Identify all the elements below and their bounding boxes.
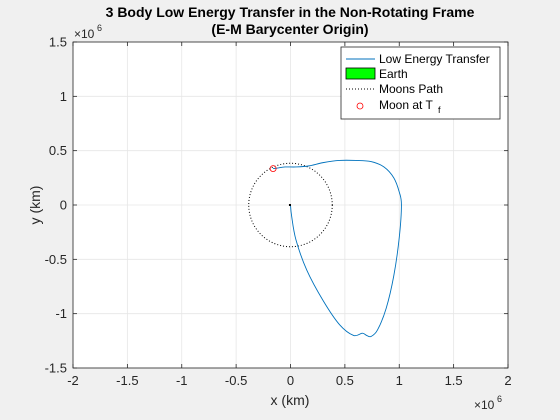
y-exponent: ×10 6 <box>74 23 102 41</box>
y-tick-label: -1.5 <box>45 361 67 376</box>
y-axis-label: y (km) <box>27 186 43 225</box>
y-exponent-power: 6 <box>97 23 102 33</box>
legend-moon-label: Moon at T <box>379 98 433 112</box>
legend-earth-swatch <box>345 67 376 80</box>
y-tick-label: 1 <box>60 89 67 104</box>
legend-earth-label: Earth <box>379 67 408 81</box>
moons-path-series <box>248 162 333 248</box>
x-exponent-power: 6 <box>497 394 502 404</box>
x-exponent: ×10 6 <box>474 394 502 412</box>
x-tick-label: -0.5 <box>225 373 247 388</box>
legend-moon-swatch <box>356 102 364 110</box>
tick-labels: -2 -1.5 -1 -0.5 0 0.5 1 1.5 2-1.5-1-0.500.511.5 <box>45 35 512 389</box>
x-tick-label: 1 <box>396 373 403 388</box>
x-tick-label: 0.5 <box>336 373 354 388</box>
chart-title-line2: (E-M Barycenter Origin) <box>211 21 368 37</box>
legend-moonpath-label: Moons Path <box>379 82 443 96</box>
legend: Low Energy Transfer Earth Moons Path Moo… <box>340 46 501 120</box>
x-tick-label: -1 <box>176 373 188 388</box>
low-energy-transfer-series <box>273 159 402 338</box>
x-axis-label: x (km) <box>271 392 310 408</box>
x-tick-label: 0 <box>287 373 294 388</box>
y-exponent-base: ×10 <box>74 27 95 41</box>
moon-at-tf-marker <box>269 165 277 172</box>
x-tick-label: -1.5 <box>116 373 138 388</box>
legend-transfer-label: Low Energy Transfer <box>379 52 490 66</box>
legend-moon-subscript: f <box>438 105 441 115</box>
y-tick-label: 1.5 <box>49 35 67 50</box>
axes <box>72 41 509 369</box>
earth-marker <box>288 204 291 206</box>
x-exponent-base: ×10 <box>474 398 495 412</box>
chart-title-line1: 3 Body Low Energy Transfer in the Non-Ro… <box>106 4 475 20</box>
y-tick-label: -0.5 <box>45 252 67 267</box>
y-tick-label: 0.5 <box>49 143 67 158</box>
y-tick-label: -1 <box>55 306 67 321</box>
series-layer <box>248 159 402 338</box>
x-tick-label: 1.5 <box>445 373 463 388</box>
x-tick-label: 2 <box>504 373 511 388</box>
y-tick-label: 0 <box>60 198 67 213</box>
axes-box <box>72 41 509 369</box>
x-tick-label: -2 <box>67 373 79 388</box>
